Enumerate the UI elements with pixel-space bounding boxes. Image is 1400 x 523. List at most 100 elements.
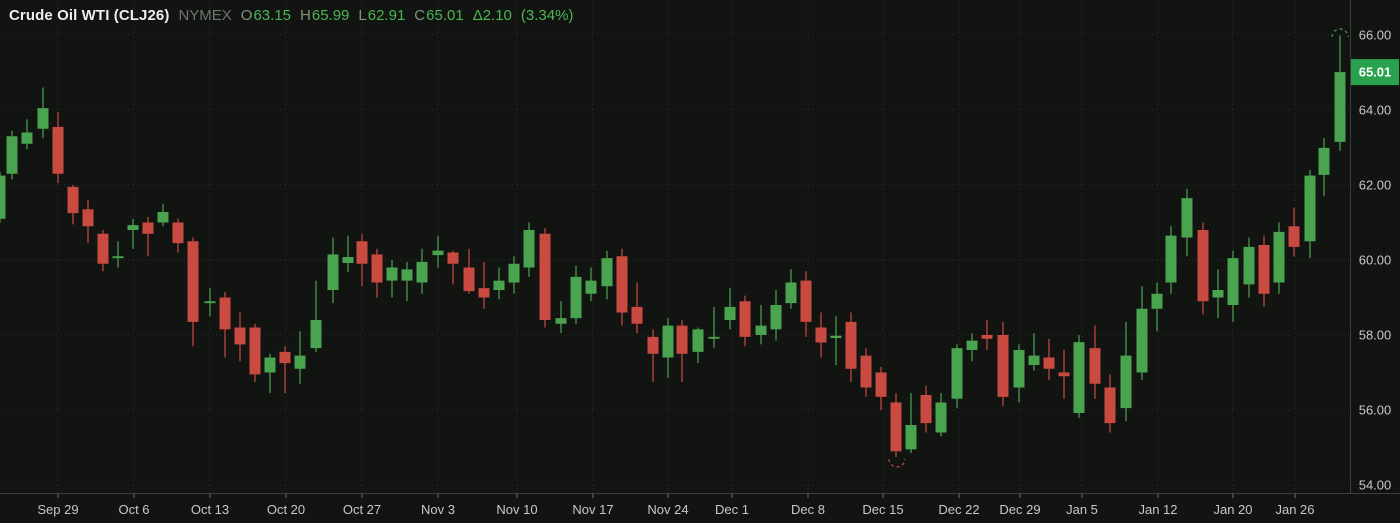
candle-body	[416, 261, 428, 283]
price-tick-label: 64.00	[1359, 103, 1392, 118]
symbol-header: Crude Oil WTI (CLJ26) NYMEX O63.15 H65.9…	[9, 7, 573, 24]
candle-body	[739, 301, 751, 337]
candle-body	[463, 267, 475, 292]
change-value: Δ2.10	[472, 7, 512, 24]
last-price-badge	[1351, 59, 1399, 86]
candle-body	[1243, 246, 1255, 285]
time-tick-label: Dec 8	[791, 502, 825, 517]
close-value: C65.01	[414, 7, 464, 24]
candle-body	[601, 258, 613, 287]
time-tick-label: Oct 27	[343, 502, 381, 517]
time-tick-label: Sep 29	[37, 502, 78, 517]
candle-body	[1136, 308, 1148, 373]
candle-body	[770, 305, 782, 330]
candle-body	[800, 280, 812, 322]
candle-body	[1334, 72, 1346, 142]
candle-body	[676, 325, 688, 354]
time-axis-panel	[0, 494, 1400, 523]
candle-body	[875, 372, 887, 397]
candle-body	[860, 355, 872, 388]
time-tick-label: Oct 6	[118, 502, 149, 517]
last-price-label: 65.01	[1359, 65, 1392, 80]
time-tick-label: Jan 26	[1275, 502, 1314, 517]
candle-body	[21, 132, 33, 144]
candle-body	[1089, 348, 1101, 384]
candle-body	[432, 250, 444, 256]
candle-body	[142, 222, 154, 234]
exchange-label: NYMEX	[178, 7, 232, 24]
low-marker-arc-icon	[888, 458, 906, 468]
candle-body	[310, 320, 322, 349]
time-tick-label: Oct 20	[267, 502, 305, 517]
time-tick-label: Oct 13	[191, 502, 229, 517]
candle-body	[997, 335, 1009, 397]
candle-body	[539, 233, 551, 320]
candle-body	[1318, 147, 1330, 175]
candle-body	[755, 325, 767, 335]
candle-body	[187, 241, 199, 322]
change-percent: (3.34%)	[520, 7, 574, 24]
candle-body	[785, 282, 797, 304]
candle-body	[234, 327, 246, 345]
candle-body	[0, 175, 6, 219]
time-tick-label: Dec 22	[938, 502, 979, 517]
candle-body	[981, 335, 993, 339]
candle-body	[6, 136, 18, 174]
candle-body	[52, 126, 64, 174]
candle-body	[342, 257, 354, 263]
candle-body	[647, 336, 659, 354]
candle-body	[830, 335, 842, 338]
candle-body	[523, 230, 535, 268]
candle-body	[1212, 290, 1224, 298]
candle-body	[966, 340, 978, 350]
candle-body	[1151, 293, 1163, 309]
candle-body	[1227, 258, 1239, 305]
candle-body	[279, 351, 291, 364]
candle-body	[890, 402, 902, 452]
candle-body	[1181, 198, 1193, 238]
candle-body	[157, 212, 169, 223]
candle-body	[815, 327, 827, 343]
candle-body	[708, 336, 720, 339]
candle-body	[1258, 245, 1270, 294]
candle-body	[631, 306, 643, 324]
candle-body	[951, 348, 963, 399]
candle-body	[1165, 235, 1177, 283]
price-tick-label: 66.00	[1359, 28, 1392, 43]
price-tick-label: 54.00	[1359, 478, 1392, 493]
candle-body	[82, 209, 94, 227]
candle-body	[1073, 342, 1085, 413]
candle-body	[447, 252, 459, 264]
candle-body	[1013, 350, 1025, 388]
candle-body	[1058, 372, 1070, 377]
price-tick-label: 62.00	[1359, 178, 1392, 193]
candle-body	[692, 329, 704, 352]
low-value: L62.91	[358, 7, 406, 24]
candle-body	[920, 395, 932, 424]
candle-body	[570, 276, 582, 319]
symbol-title: Crude Oil WTI (CLJ26)	[9, 7, 170, 24]
candle-body	[493, 280, 505, 290]
candle-body	[67, 186, 79, 214]
candle-body	[508, 263, 520, 283]
candle-body	[356, 241, 368, 264]
candle-body	[386, 267, 398, 281]
open-value: O63.15	[240, 7, 292, 24]
candle-body	[1104, 387, 1116, 424]
candle-body	[327, 254, 339, 290]
candle-body	[1120, 355, 1132, 409]
time-tick-label: Nov 24	[647, 502, 688, 517]
candle-body	[1273, 231, 1285, 283]
candle-body	[1028, 355, 1040, 365]
candle-body	[1304, 175, 1316, 242]
time-tick-label: Nov 3	[421, 502, 455, 517]
candle-body	[264, 357, 276, 373]
candle-body	[616, 256, 628, 313]
candle-body	[555, 318, 567, 324]
time-tick-label: Jan 5	[1066, 502, 1098, 517]
price-tick-label: 60.00	[1359, 253, 1392, 268]
price-tick-label: 58.00	[1359, 328, 1392, 343]
time-tick-label: Dec 1	[715, 502, 749, 517]
